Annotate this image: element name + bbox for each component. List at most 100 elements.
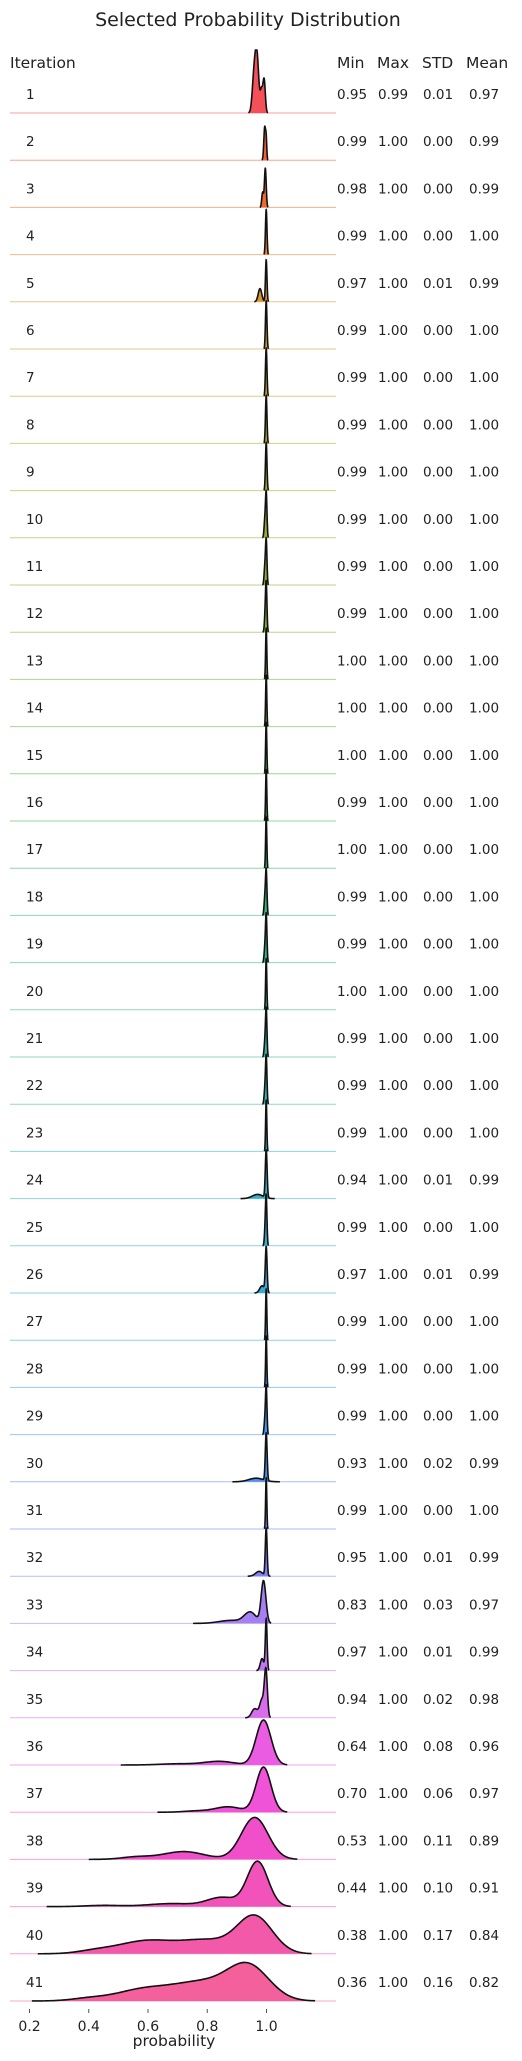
- stat-std: 0.00: [423, 512, 453, 528]
- stat-mean: 0.98: [469, 1692, 499, 1708]
- stat-mean: 0.99: [469, 276, 499, 292]
- stat-mean: 1.00: [469, 889, 499, 905]
- stat-min: 0.99: [337, 606, 367, 622]
- ridge-outline: [263, 1287, 269, 1341]
- ridge-outline: [263, 721, 269, 774]
- ridge-outline: [262, 1053, 270, 1105]
- ridge-row: 6 0.99 1.00 0.00 1.00: [10, 299, 499, 350]
- iteration-label: 16: [26, 795, 43, 811]
- ridge-outline: [247, 1527, 271, 1577]
- x-tick-label: 1.0: [255, 2019, 277, 2035]
- iteration-label: 7: [26, 370, 35, 386]
- stat-max: 1.00: [378, 559, 408, 575]
- ridge-row: 32 0.95 1.00 0.01 0.99: [10, 1527, 499, 1577]
- stat-min: 0.70: [337, 1786, 367, 1802]
- stat-std: 0.00: [423, 1078, 453, 1094]
- ridge-row: 9 0.99 1.00 0.00 1.00: [10, 441, 499, 492]
- iteration-label: 31: [26, 1503, 43, 1519]
- stat-mean: 1.00: [469, 229, 499, 245]
- stat-max: 1.00: [378, 1267, 408, 1283]
- ridge-row: 36 0.64 1.00 0.08 0.96: [10, 1719, 499, 1766]
- stat-max: 1.00: [378, 323, 408, 339]
- ridge-outline: [261, 866, 270, 917]
- ridge-row: 14 1.00 1.00 0.00 1.00: [10, 674, 499, 728]
- ridge-outline: [263, 674, 269, 727]
- iteration-label: 21: [26, 1031, 43, 1047]
- iteration-label: 15: [26, 748, 43, 764]
- stat-max: 1.00: [378, 1597, 408, 1613]
- stat-max: 1.00: [378, 701, 408, 717]
- stat-std: 0.17: [423, 1928, 453, 1944]
- ridge-row: 19 0.99 1.00 0.00 1.00: [10, 911, 499, 964]
- stat-std: 0.01: [423, 1267, 453, 1283]
- ridges-group: 1 0.95 0.99 0.01 0.97 2 0.99 1.00 0.00 0.99 3 0.98 1…: [10, 49, 499, 2002]
- chart-title: Selected Probability Distribution: [95, 9, 401, 31]
- ridge-outline: [263, 1334, 269, 1388]
- stat-max: 1.00: [378, 1786, 408, 1802]
- iteration-label: 14: [26, 701, 43, 717]
- stat-min: 0.99: [337, 1361, 367, 1377]
- ridge-outline: [254, 1245, 270, 1294]
- stat-min: 0.97: [337, 276, 367, 292]
- stat-std: 0.00: [423, 1409, 453, 1425]
- stat-mean: 1.00: [469, 984, 499, 1000]
- stat-max: 1.00: [378, 370, 408, 386]
- ridge-row: 7 0.99 1.00 0.00 1.00: [10, 346, 499, 397]
- stat-mean: 1.00: [469, 701, 499, 717]
- ridge-row: 18 0.99 1.00 0.00 1.00: [10, 866, 499, 917]
- stat-min: 0.36: [337, 1975, 367, 1991]
- iteration-label: 40: [26, 1928, 43, 1944]
- stat-mean: 1.00: [469, 323, 499, 339]
- stat-std: 0.03: [423, 1597, 453, 1613]
- stat-mean: 0.99: [469, 1456, 499, 1472]
- iteration-label: 25: [26, 1220, 43, 1236]
- ridge-outline: [88, 1816, 298, 1861]
- stat-mean: 0.97: [469, 87, 499, 103]
- iteration-label: 12: [26, 606, 43, 622]
- iteration-label: 33: [26, 1597, 43, 1613]
- iteration-label: 11: [26, 559, 43, 575]
- ridge-outline: [263, 441, 270, 491]
- ridge-row: 31 0.99 1.00 0.00 1.00: [10, 1476, 499, 1530]
- stat-min: 0.97: [337, 1645, 367, 1661]
- stat-max: 1.00: [378, 1173, 408, 1189]
- ridge-outline: [263, 957, 269, 1010]
- stat-mean: 0.99: [469, 1173, 499, 1189]
- stat-max: 1.00: [378, 1314, 408, 1330]
- stat-max: 1.00: [378, 417, 408, 433]
- ridge-outline: [245, 1666, 272, 1719]
- stat-max: 0.99: [378, 87, 408, 103]
- stat-min: 0.38: [337, 1928, 367, 1944]
- ridge-row: 23 0.99 1.00 0.00 1.00: [10, 1098, 499, 1152]
- stat-max: 1.00: [378, 134, 408, 150]
- stat-mean: 0.99: [469, 1267, 499, 1283]
- ridge-fill: [120, 1719, 288, 1765]
- ridge-row: 11 0.99 1.00 0.00 1.00: [10, 536, 499, 586]
- stat-min: 1.00: [337, 842, 367, 858]
- iteration-label: 19: [26, 937, 43, 953]
- stat-mean: 1.00: [469, 370, 499, 386]
- stat-min: 1.00: [337, 653, 367, 669]
- stat-mean: 1.00: [469, 1031, 499, 1047]
- stat-min: 1.00: [337, 701, 367, 717]
- ridge-row: 22 0.99 1.00 0.00 1.00: [10, 1053, 499, 1105]
- ridge-outline: [31, 1961, 316, 2002]
- iteration-label: 39: [26, 1881, 43, 1897]
- x-tick-label: 0.2: [18, 2019, 40, 2035]
- ridge-outline: [259, 167, 269, 209]
- ridge-row: 20 1.00 1.00 0.00 1.00: [10, 957, 499, 1011]
- ridge-row: 35 0.94 1.00 0.02 0.98: [10, 1666, 499, 1719]
- stat-std: 0.00: [423, 842, 453, 858]
- stat-max: 1.00: [378, 984, 408, 1000]
- stat-mean: 1.00: [469, 1220, 499, 1236]
- ridge-row: 28 0.99 1.00 0.00 1.00: [10, 1334, 499, 1388]
- iteration-label: 13: [26, 653, 43, 669]
- ridge-outline: [263, 815, 269, 869]
- stat-mean: 1.00: [469, 1078, 499, 1094]
- ridge-fill: [248, 50, 268, 113]
- ridge-outline: [263, 1098, 269, 1152]
- stat-min: 0.99: [337, 1078, 367, 1094]
- stat-min: 1.00: [337, 748, 367, 764]
- stat-min: 0.99: [337, 370, 367, 386]
- stat-min: 0.99: [337, 1220, 367, 1236]
